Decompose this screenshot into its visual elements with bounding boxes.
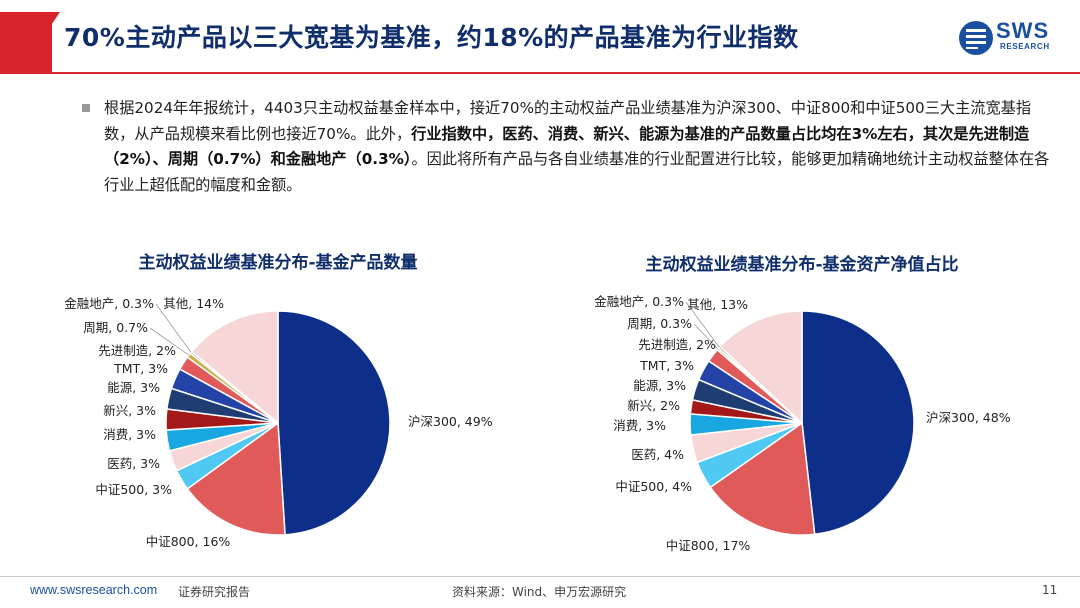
pie-leader-line xyxy=(149,327,190,356)
pie-slice xyxy=(190,310,279,425)
pie-slice-label: 中证500, 4% xyxy=(615,479,692,494)
body-text-part1: 根据2024年年报统计，4403只主动权益基金样本中，接近70%的主动权益产品业… xyxy=(104,99,1032,143)
pie-leader-line xyxy=(155,303,192,353)
chart2-leaders xyxy=(685,301,720,350)
pie-slice-label: 中证500, 3% xyxy=(95,482,172,497)
logo-subtext: RESEARCH xyxy=(1000,42,1050,51)
pie-slice-label: 能源, 3% xyxy=(107,380,160,395)
pie-slice-label: TMT, 3% xyxy=(113,361,168,376)
pie-slice-label: 沪深300, 48% xyxy=(926,410,1011,425)
pie-slice-label: 中证800, 17% xyxy=(666,538,751,553)
pie-slice-label: 先进制造, 2% xyxy=(638,337,716,352)
chart1-labels: 沪深300, 49% 中证800, 16% 中证500, 3% 医药, 3% 消费, 3… xyxy=(64,296,492,549)
pie-slice-label: 金融地产, 0.3% xyxy=(594,294,684,309)
pie-slice-label: 先进制造, 2% xyxy=(98,343,176,358)
pie-slice-label: 周期, 0.3% xyxy=(627,316,692,331)
pie-slice-label: 消费, 3% xyxy=(103,427,156,442)
pie-slice-label: 其他, 14% xyxy=(163,296,224,311)
footer-website-link[interactable]: www.swsresearch.com xyxy=(30,583,158,597)
pie-slice-label: 金融地产, 0.3% xyxy=(64,296,154,311)
pie-slice xyxy=(186,421,286,536)
pie-slice-label: 中证800, 16% xyxy=(146,534,231,549)
pie-slice-label: 医药, 4% xyxy=(631,447,684,462)
sws-logo-icon xyxy=(959,21,993,55)
pie-slice xyxy=(277,310,391,536)
chart1-slices xyxy=(165,310,391,536)
pie-slice-label: 消费, 3% xyxy=(613,418,666,433)
body-text-bold: 行业指数中，医药、消费、新兴、能源为基准的产品数量占比均在3%左右，其次是先进制… xyxy=(104,124,1030,169)
pie-slice xyxy=(801,310,915,536)
chart1-leaders xyxy=(149,303,192,356)
footer-report-label: 证券研究报告 xyxy=(178,585,251,599)
title-banner-red-wedge xyxy=(0,12,60,74)
body-paragraph: 根据2024年年报统计，4403只主动权益基金样本中，接近70%的主动权益产品业… xyxy=(104,96,1052,198)
page-title: 70%主动产品以三大宽基为基准，约18%的产品基准为行业指数 xyxy=(64,23,799,52)
pie-slice-label: TMT, 3% xyxy=(639,358,694,373)
pie-slice-label: 沪深300, 49% xyxy=(408,414,493,429)
chart1-title: 主动权益业绩基准分布-基金产品数量 xyxy=(138,252,417,273)
pie-slice-label: 周期, 0.7% xyxy=(83,320,148,335)
pie-slice-label: 能源, 3% xyxy=(633,378,686,393)
pie-chart-net-asset-share: 主动权益业绩基准分布-基金资产净值占比 沪深300, 48% 中证800, 17%… xyxy=(594,254,1010,553)
pie-slice-label: 其他, 13% xyxy=(687,297,748,312)
logo-text: SWS xyxy=(996,18,1050,43)
footer-source: 资料来源：Wind、申万宏源研究 xyxy=(452,585,627,599)
body-text-part2: 。因此将所有产品与各自业绩基准的行业配置进行比较，能够更加精确地统计主动权益整体… xyxy=(104,150,1050,194)
chart2-labels: 沪深300, 48% 中证800, 17% 中证500, 4% 医药, 4% 消费, 3… xyxy=(594,294,1010,553)
pie-leader-line xyxy=(693,323,719,350)
chart2-title: 主动权益业绩基准分布-基金资产净值占比 xyxy=(645,254,958,275)
page-number: 11 xyxy=(1042,583,1058,597)
pie-slice-label: 医药, 3% xyxy=(107,456,160,471)
bullet-square-icon xyxy=(82,104,90,112)
title-banner xyxy=(0,12,1080,74)
pie-slice-label: 新兴, 3% xyxy=(103,403,156,418)
pie-leader-line xyxy=(685,301,720,348)
footer-divider xyxy=(0,576,1080,577)
pie-chart-product-count: 主动权益业绩基准分布-基金产品数量 沪深300, 49% 中证800, 16% 中证… xyxy=(64,252,492,549)
chart2-slices xyxy=(689,310,915,536)
pie-slice xyxy=(709,421,816,536)
pie-slice-label: 新兴, 2% xyxy=(627,398,680,413)
pie-slice xyxy=(719,310,803,425)
